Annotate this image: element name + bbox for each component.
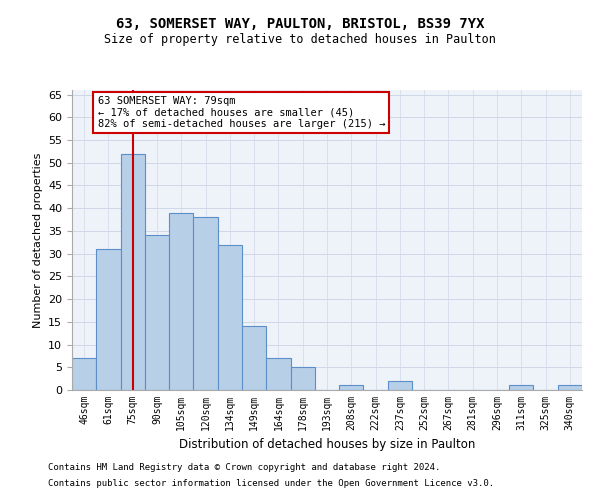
Bar bbox=[121, 154, 145, 390]
Bar bbox=[509, 386, 533, 390]
Y-axis label: Number of detached properties: Number of detached properties bbox=[32, 152, 43, 328]
Text: Contains HM Land Registry data © Crown copyright and database right 2024.: Contains HM Land Registry data © Crown c… bbox=[48, 464, 440, 472]
X-axis label: Distribution of detached houses by size in Paulton: Distribution of detached houses by size … bbox=[179, 438, 475, 452]
Bar bbox=[72, 358, 96, 390]
Bar bbox=[558, 386, 582, 390]
Text: Size of property relative to detached houses in Paulton: Size of property relative to detached ho… bbox=[104, 32, 496, 46]
Bar bbox=[96, 249, 121, 390]
Bar bbox=[266, 358, 290, 390]
Bar bbox=[193, 218, 218, 390]
Text: 63 SOMERSET WAY: 79sqm
← 17% of detached houses are smaller (45)
82% of semi-det: 63 SOMERSET WAY: 79sqm ← 17% of detached… bbox=[97, 96, 385, 129]
Bar bbox=[339, 386, 364, 390]
Bar bbox=[290, 368, 315, 390]
Bar bbox=[218, 244, 242, 390]
Text: Contains public sector information licensed under the Open Government Licence v3: Contains public sector information licen… bbox=[48, 478, 494, 488]
Bar bbox=[145, 236, 169, 390]
Bar bbox=[169, 212, 193, 390]
Bar bbox=[388, 381, 412, 390]
Text: 63, SOMERSET WAY, PAULTON, BRISTOL, BS39 7YX: 63, SOMERSET WAY, PAULTON, BRISTOL, BS39… bbox=[116, 18, 484, 32]
Bar bbox=[242, 326, 266, 390]
